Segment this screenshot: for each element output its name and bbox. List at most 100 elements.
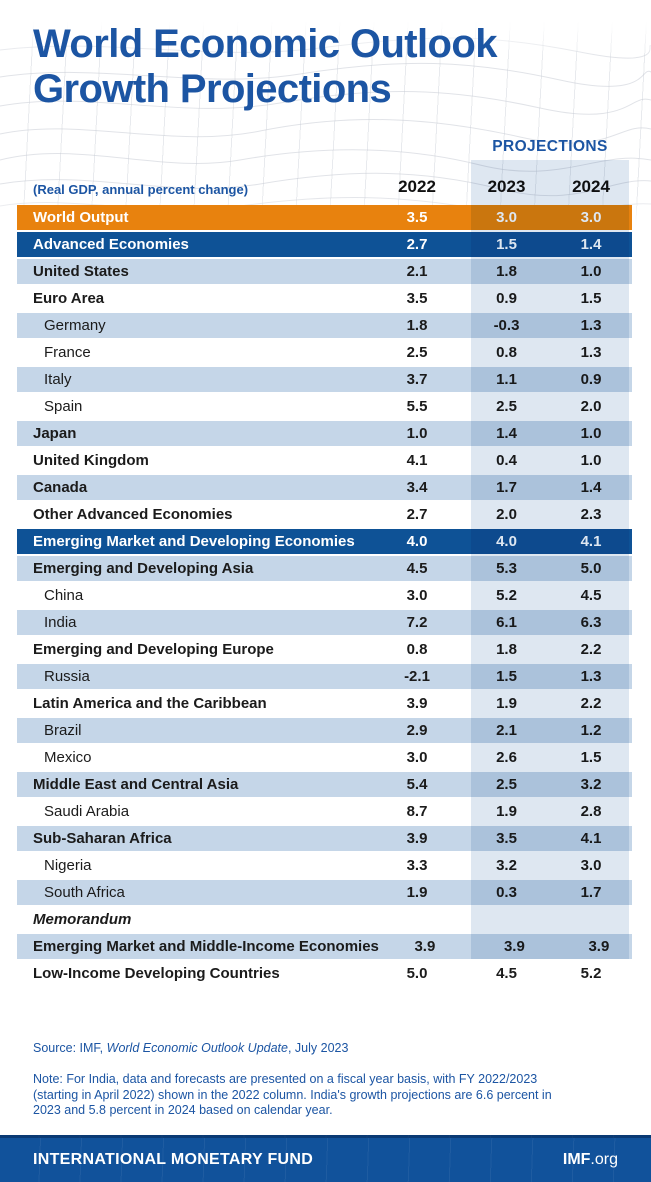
row-value: 2.5 (406, 344, 428, 361)
table-row: Other Advanced Economies 2.7 2.0 2.3 (17, 502, 632, 527)
row-value: 1.7 (580, 884, 602, 901)
row-value: 2.8 (580, 803, 602, 820)
row-value: 3.9 (406, 695, 428, 712)
row-value: 5.0 (580, 560, 602, 577)
row-value: 2.7 (406, 236, 428, 253)
row-value: 1.8 (496, 641, 517, 658)
note-text: Note: For India, data and forecasts are … (33, 1072, 552, 1117)
row-label: France (44, 344, 91, 361)
row-value: -2.1 (404, 668, 430, 685)
row-value: 0.8 (496, 344, 517, 361)
row-value: 1.7 (496, 479, 517, 496)
footer-institution: INTERNATIONAL MONETARY FUND (33, 1151, 314, 1168)
page-title: World Economic Outlook Growth Projections (33, 22, 497, 112)
row-value: 2.1 (406, 263, 428, 280)
table-row: Emerging Market and Middle-Income Econom… (17, 934, 632, 959)
row-value: 3.2 (580, 776, 602, 793)
row-value: 4.1 (406, 452, 428, 469)
row-value: 2.6 (496, 749, 517, 766)
row-label: Emerging Market and Middle-Income Econom… (33, 938, 379, 955)
row-value: 1.0 (580, 425, 602, 442)
row-label: Saudi Arabia (44, 803, 130, 820)
row-label: Spain (44, 398, 83, 415)
row-value: 5.5 (406, 398, 428, 415)
row-value: 1.5 (580, 290, 602, 307)
row-label: Low-Income Developing Countries (33, 965, 280, 982)
row-value: 3.5 (406, 209, 428, 226)
row-value: 1.5 (580, 749, 602, 766)
table-row: France 2.5 0.8 1.3 (17, 340, 632, 365)
row-label: Brazil (44, 722, 82, 739)
row-label: Japan (33, 425, 77, 442)
table-row: Russia -2.1 1.5 1.3 (17, 664, 632, 689)
table-row: China 3.0 5.2 4.5 (17, 583, 632, 608)
row-value: 3.5 (406, 290, 428, 307)
row-value: 3.0 (496, 209, 517, 226)
row-label: Euro Area (33, 290, 105, 307)
row-label: World Output (33, 209, 129, 226)
row-value: 1.9 (496, 695, 517, 712)
table-row: Canada 3.4 1.7 1.4 (17, 475, 632, 500)
row-label: Latin America and the Caribbean (33, 695, 267, 712)
row-label: Other Advanced Economies (33, 506, 233, 523)
row-label: Advanced Economies (33, 236, 189, 253)
row-value: 1.3 (580, 317, 602, 334)
row-value: 3.9 (503, 938, 525, 955)
row-value: 3.3 (406, 857, 428, 874)
row-value: 4.1 (580, 830, 602, 847)
row-value: 7.2 (406, 614, 428, 631)
table-row: Memorandum (17, 907, 632, 932)
row-label: Emerging Market and Developing Economies (33, 533, 355, 550)
table-row: Italy 3.7 1.1 0.9 (17, 367, 632, 392)
table-row: Emerging Market and Developing Economies… (17, 529, 632, 554)
row-value: 3.0 (580, 857, 602, 874)
row-value: 3.7 (406, 371, 428, 388)
row-label: United Kingdom (33, 452, 149, 469)
row-value: 1.0 (580, 263, 602, 280)
row-value: 6.3 (580, 614, 602, 631)
row-value: 5.2 (580, 965, 602, 982)
row-value: 1.8 (406, 317, 428, 334)
table-row: Sub-Saharan Africa 3.9 3.5 4.1 (17, 826, 632, 851)
row-value: 5.2 (496, 587, 517, 604)
row-value: 3.9 (588, 938, 610, 955)
row-label: Italy (44, 371, 72, 388)
source-suffix: , July 2023 (287, 1041, 349, 1055)
row-value: 1.4 (496, 425, 517, 442)
row-value: 2.0 (496, 506, 517, 523)
table-row: Emerging and Developing Europe 0.8 1.8 2… (17, 637, 632, 662)
row-value: 4.0 (406, 533, 428, 550)
row-value: 1.4 (580, 479, 602, 496)
row-label: Middle East and Central Asia (33, 776, 239, 793)
row-value: 3.0 (406, 749, 428, 766)
row-value: 1.5 (496, 668, 517, 685)
table-row: India 7.2 6.1 6.3 (17, 610, 632, 635)
footer-brand-suffix: .org (590, 1151, 618, 1168)
row-value: 0.9 (580, 371, 602, 388)
row-value: 0.3 (496, 884, 517, 901)
footer-bar: INTERNATIONAL MONETARY FUND IMF.org (0, 1135, 651, 1182)
row-value: 2.0 (580, 398, 602, 415)
row-value: 0.9 (496, 290, 517, 307)
row-label: Emerging and Developing Europe (33, 641, 274, 658)
row-label: United States (33, 263, 129, 280)
row-value: 1.3 (580, 668, 602, 685)
row-label: Memorandum (33, 911, 132, 928)
row-value: 1.8 (496, 263, 517, 280)
row-label: Germany (44, 317, 106, 334)
year-column-2022: 2022 (398, 177, 436, 196)
table-row: Mexico 3.0 2.6 1.5 (17, 745, 632, 770)
row-label: Emerging and Developing Asia (33, 560, 254, 577)
row-value: 4.1 (580, 533, 602, 550)
row-label: Sub-Saharan Africa (33, 830, 172, 847)
table-row: Advanced Economies 2.7 1.5 1.4 (17, 232, 632, 257)
table-row: Middle East and Central Asia 5.4 2.5 3.2 (17, 772, 632, 797)
footer-website-link[interactable]: IMF.org (563, 1151, 618, 1169)
row-value: 2.5 (496, 776, 517, 793)
table-row: Euro Area 3.5 0.9 1.5 (17, 286, 632, 311)
year-column-2023: 2023 (487, 177, 526, 196)
row-label: China (44, 587, 84, 604)
row-value: 2.9 (406, 722, 428, 739)
table-row: Nigeria 3.3 3.2 3.0 (17, 853, 632, 878)
row-value: 0.8 (406, 641, 428, 658)
